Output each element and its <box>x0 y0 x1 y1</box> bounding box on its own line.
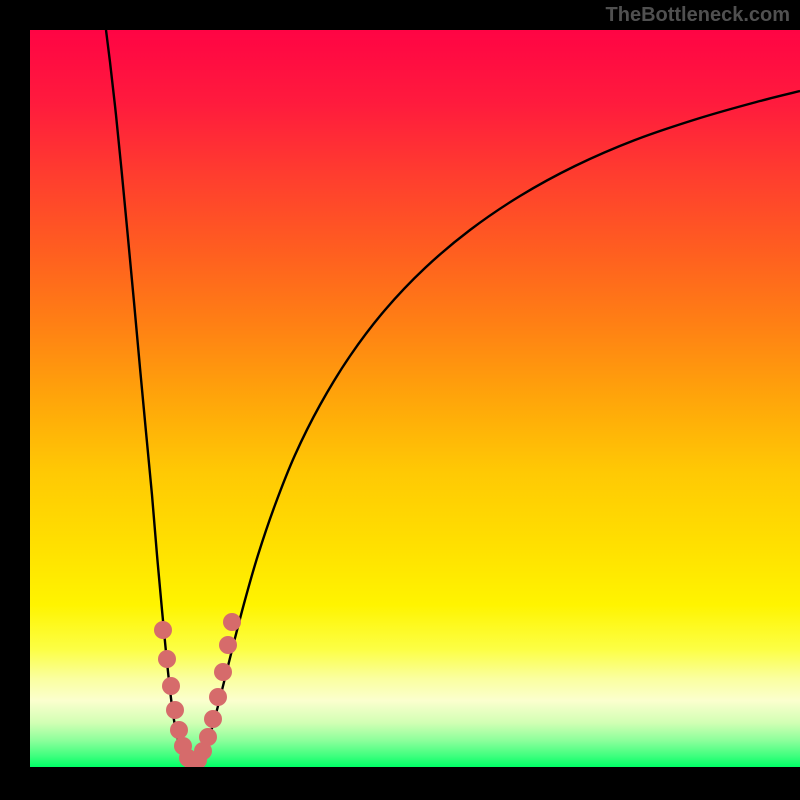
marker-point <box>170 721 188 739</box>
marker-point <box>158 650 176 668</box>
marker-point <box>154 621 172 639</box>
marker-point <box>204 710 222 728</box>
marker-point <box>209 688 227 706</box>
marker-point <box>162 677 180 695</box>
marker-point <box>223 613 241 631</box>
marker-point <box>166 701 184 719</box>
marker-point <box>219 636 237 654</box>
chart-svg <box>0 0 800 800</box>
attribution-text: TheBottleneck.com <box>606 4 790 27</box>
gradient-background <box>30 30 800 767</box>
marker-point <box>214 663 232 681</box>
bottleneck-chart: TheBottleneck.com <box>0 0 800 800</box>
marker-point <box>199 728 217 746</box>
